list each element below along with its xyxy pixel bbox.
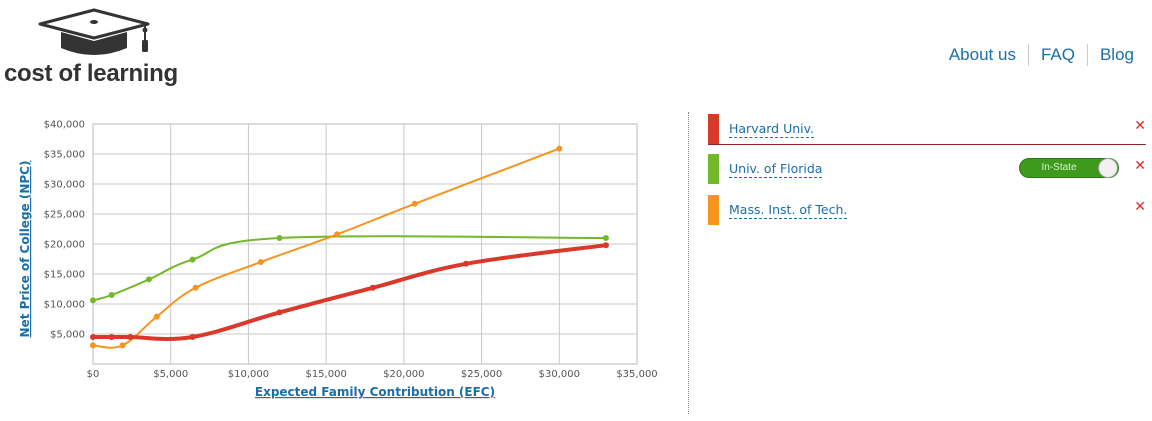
x-tick-label: $35,000: [616, 369, 657, 380]
legend-row-harvard: Harvard Univ. ✕: [708, 114, 1146, 145]
florida-data-point: [145, 276, 152, 283]
y-axis-label: Net Price of College (NPC): [18, 161, 32, 338]
x-tick-label: $15,000: [305, 369, 346, 380]
harvard-color-swatch: [708, 114, 719, 144]
nav-about-us[interactable]: About us: [948, 45, 1016, 64]
harvard-data-point: [108, 334, 115, 340]
y-tick-label: $35,000: [44, 150, 85, 161]
florida-data-point: [108, 292, 115, 298]
florida-data-point: [90, 297, 96, 304]
mit-data-point: [119, 342, 126, 349]
nav-faq[interactable]: FAQ: [1040, 45, 1075, 64]
y-tick-label: $5,000: [50, 330, 85, 341]
harvard-data-point: [127, 334, 134, 340]
mit-data-point: [90, 342, 96, 349]
harvard-data-point: [276, 309, 283, 316]
harvard-data-point: [602, 242, 609, 249]
logo-text: cost of learning: [4, 60, 178, 87]
y-tick-label: $40,000: [44, 120, 85, 131]
florida-data-point: [602, 235, 609, 241]
mit-data-point: [192, 284, 199, 291]
mit-data-point: [556, 145, 563, 152]
legend-row-mit: Mass. Inst. of Tech. ✕: [708, 195, 1146, 225]
mit-data-point: [153, 313, 160, 320]
harvard-data-point: [189, 334, 196, 340]
x-tick-label: $25,000: [461, 369, 502, 380]
x-tick-label: $20,000: [383, 369, 424, 380]
florida-data-point: [189, 256, 196, 263]
florida-link[interactable]: Univ. of Florida: [729, 161, 823, 178]
remove-florida-icon[interactable]: ✕: [1134, 158, 1146, 174]
florida-color-swatch: [708, 154, 719, 184]
toggle-knob[interactable]: [1098, 158, 1118, 178]
logo[interactable]: cost of learning: [0, 0, 200, 100]
y-tick-label: $15,000: [44, 270, 85, 281]
harvard-data-point: [90, 334, 96, 340]
legend-row-florida: Univ. of Florida In-State ✕: [708, 154, 1146, 184]
harvard-link[interactable]: Harvard Univ.: [729, 121, 815, 138]
in-state-toggle[interactable]: In-State: [1019, 158, 1119, 178]
y-tick-label: $10,000: [44, 300, 85, 311]
y-tick-label: $30,000: [44, 180, 85, 191]
top-nav: About us FAQ Blog: [937, 44, 1146, 66]
y-tick-label: $25,000: [44, 210, 85, 221]
nav-separator: [1086, 44, 1088, 66]
mit-data-point: [334, 231, 341, 238]
x-tick-label: $10,000: [228, 369, 269, 380]
harvard-data-point: [463, 260, 470, 267]
mit-data-point: [411, 200, 418, 207]
mit-data-point: [257, 259, 264, 265]
mit-link[interactable]: Mass. Inst. of Tech.: [729, 202, 848, 219]
y-tick-label: $20,000: [44, 240, 85, 251]
nav-blog[interactable]: Blog: [1099, 45, 1134, 64]
net-price-chart: $0 $5,000 $10,000 $15,000 $20,000 $25,000 $30,…: [18, 120, 658, 400]
x-tick-label: $5,000: [153, 369, 188, 380]
x-axis-label: Expected Family Contribution (EFC): [255, 385, 495, 399]
mit-color-swatch: [708, 195, 719, 225]
in-state-toggle-label: In-State: [1041, 162, 1077, 173]
remove-harvard-icon[interactable]: ✕: [1134, 118, 1146, 134]
graduation-cap-icon: [38, 8, 150, 55]
panel-divider: [688, 112, 689, 414]
nav-separator: [1027, 44, 1029, 66]
florida-data-point: [276, 235, 283, 241]
harvard-data-point: [369, 284, 376, 291]
remove-mit-icon[interactable]: ✕: [1134, 199, 1146, 215]
x-tick-label: $0: [87, 369, 100, 380]
x-tick-label: $30,000: [539, 369, 580, 380]
